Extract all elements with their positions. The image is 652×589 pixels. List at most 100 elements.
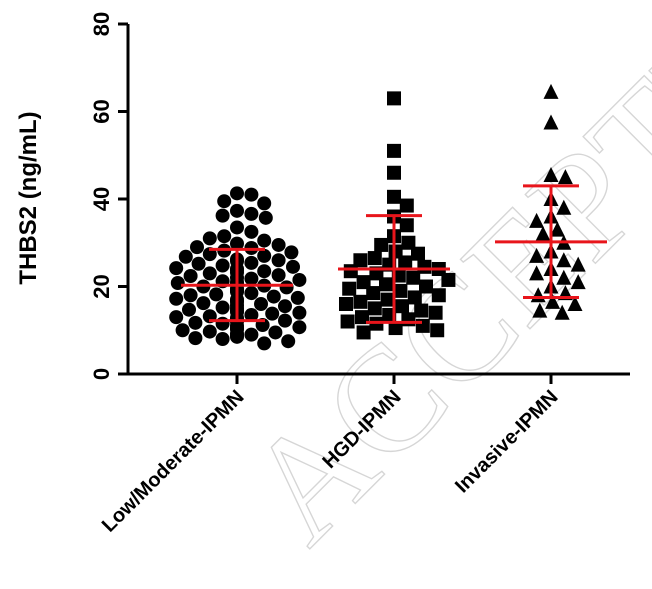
data-point-circle [183, 269, 198, 283]
data-point-square [379, 277, 393, 292]
data-point-circle [169, 291, 184, 306]
data-point-circle [188, 331, 203, 346]
data-point-triangle [532, 302, 548, 318]
y-tick-label: 40 [89, 187, 114, 211]
data-point-triangle [543, 114, 559, 130]
data-point-circle [178, 249, 193, 264]
data-point-circle [170, 276, 185, 290]
data-point-circle [279, 280, 294, 295]
data-point-circle [244, 206, 259, 221]
data-point-triangle [543, 83, 559, 99]
data-point-circle [230, 236, 244, 251]
data-point-triangle [529, 247, 545, 263]
data-point-square [388, 244, 403, 259]
data-point-square [441, 272, 456, 287]
data-point-square [355, 310, 369, 325]
data-point-circle [182, 302, 196, 317]
data-point-circle [268, 325, 283, 340]
data-point-square [399, 198, 414, 213]
data-point-circle [175, 323, 190, 338]
data-point-triangle [556, 269, 572, 285]
data-point-square [367, 301, 382, 316]
data-point-circle [244, 307, 259, 322]
data-point-circle [254, 297, 268, 311]
data-point-circle [183, 288, 198, 303]
data-point-circle [292, 272, 307, 287]
data-point-square [399, 218, 414, 233]
data-point-square [430, 323, 445, 338]
y-tick-label: 0 [89, 368, 114, 380]
data-point-triangle [529, 265, 545, 281]
data-point-square [380, 292, 395, 307]
data-point-circle [244, 187, 259, 202]
data-point-circle [191, 256, 206, 271]
data-point-circle [217, 194, 232, 209]
data-point-circle [271, 268, 286, 283]
data-point-square [393, 283, 408, 298]
data-point-square [398, 255, 413, 270]
data-point-square [366, 286, 381, 301]
data-point-square [342, 281, 357, 296]
data-point-triangle [529, 212, 545, 228]
data-point-square [419, 279, 433, 294]
data-point-square [387, 165, 401, 180]
data-point-circle [169, 261, 184, 276]
data-point-square [339, 297, 353, 311]
data-point-circle [278, 299, 292, 314]
data-point-circle [244, 224, 259, 239]
data-point-circle [244, 327, 259, 342]
data-point-circle [257, 264, 272, 279]
data-point-square [356, 275, 371, 290]
data-point-circle [244, 255, 259, 270]
data-point-circle [257, 233, 272, 248]
data-point-circle [284, 245, 299, 260]
data-point-square [387, 143, 401, 158]
data-point-square [353, 294, 368, 309]
y-tick-label: 20 [89, 274, 114, 298]
data-point-square [411, 246, 425, 261]
data-point-circle [230, 220, 244, 235]
data-point-circle [265, 306, 280, 321]
data-point-circle [271, 237, 286, 252]
y-tick-label: 80 [89, 12, 114, 36]
y-axis-title: THBS2 (ng/mL) [15, 111, 42, 284]
data-point-triangle [570, 274, 586, 290]
data-point-circle [215, 332, 230, 346]
data-point-square [367, 251, 382, 266]
data-point-square [343, 264, 358, 279]
data-point-triangle [549, 221, 565, 237]
data-point-circle [215, 258, 230, 273]
data-point-triangle [554, 304, 570, 320]
data-point-circle [292, 320, 307, 335]
data-point-square [340, 314, 355, 329]
data-point-circle [215, 208, 230, 223]
data-point-circle [230, 329, 244, 344]
data-point-triangle [556, 252, 572, 268]
data-point-circle [169, 310, 184, 325]
data-point-circle [257, 336, 272, 351]
data-point-square [387, 189, 401, 204]
data-point-circle [278, 313, 292, 328]
data-point-circle [230, 203, 244, 218]
data-point-square [414, 303, 429, 318]
data-point-circle [258, 210, 273, 225]
data-point-square [401, 235, 416, 250]
data-point-circle [230, 186, 244, 201]
data-point-triangle [567, 296, 583, 311]
data-point-square [374, 237, 389, 252]
data-point-triangle [543, 166, 559, 182]
data-point-circle [209, 287, 224, 302]
summary-layer [181, 184, 607, 324]
data-point-triangle [557, 169, 573, 185]
data-point-circle [292, 305, 307, 320]
data-point-triangle [570, 256, 586, 272]
data-point-triangle [535, 226, 551, 241]
data-point-circle [244, 271, 259, 286]
data-point-circle [290, 290, 305, 305]
data-point-circle [244, 286, 259, 301]
data-point-circle [215, 300, 230, 315]
data-point-circle [281, 334, 296, 349]
data-point-square [395, 299, 409, 314]
